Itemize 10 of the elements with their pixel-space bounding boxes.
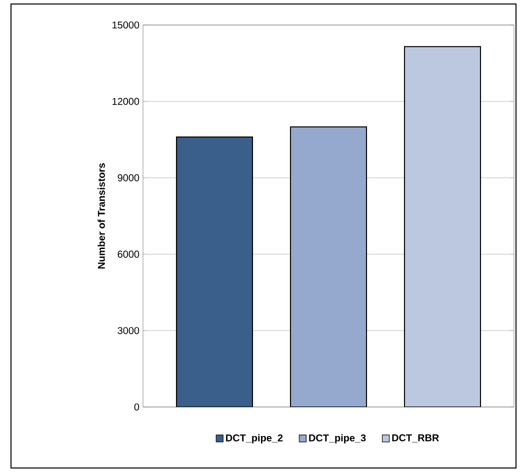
y-axis-title: Number of Transistors bbox=[98, 163, 105, 268]
y-tick-label: 9000 bbox=[118, 174, 140, 182]
y-tick-label: 3000 bbox=[118, 327, 140, 334]
y-tick-label: 15000 bbox=[112, 21, 140, 29]
legend-label: DCT_RBR bbox=[392, 434, 439, 442]
y-tick-label: 6000 bbox=[118, 250, 140, 258]
y-tick-label: 0 bbox=[134, 403, 140, 411]
legend-label: DCT_pipe_2 bbox=[226, 434, 283, 444]
legend-label: DCT_pipe_3 bbox=[309, 434, 366, 444]
y-tick-label: 12000 bbox=[112, 98, 140, 105]
